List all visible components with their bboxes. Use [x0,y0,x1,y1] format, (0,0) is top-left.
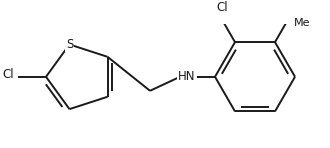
Text: Me: Me [294,18,311,28]
Text: S: S [66,38,73,51]
Text: Cl: Cl [216,1,228,14]
Text: Cl: Cl [2,68,14,81]
Text: HN: HN [178,70,196,83]
